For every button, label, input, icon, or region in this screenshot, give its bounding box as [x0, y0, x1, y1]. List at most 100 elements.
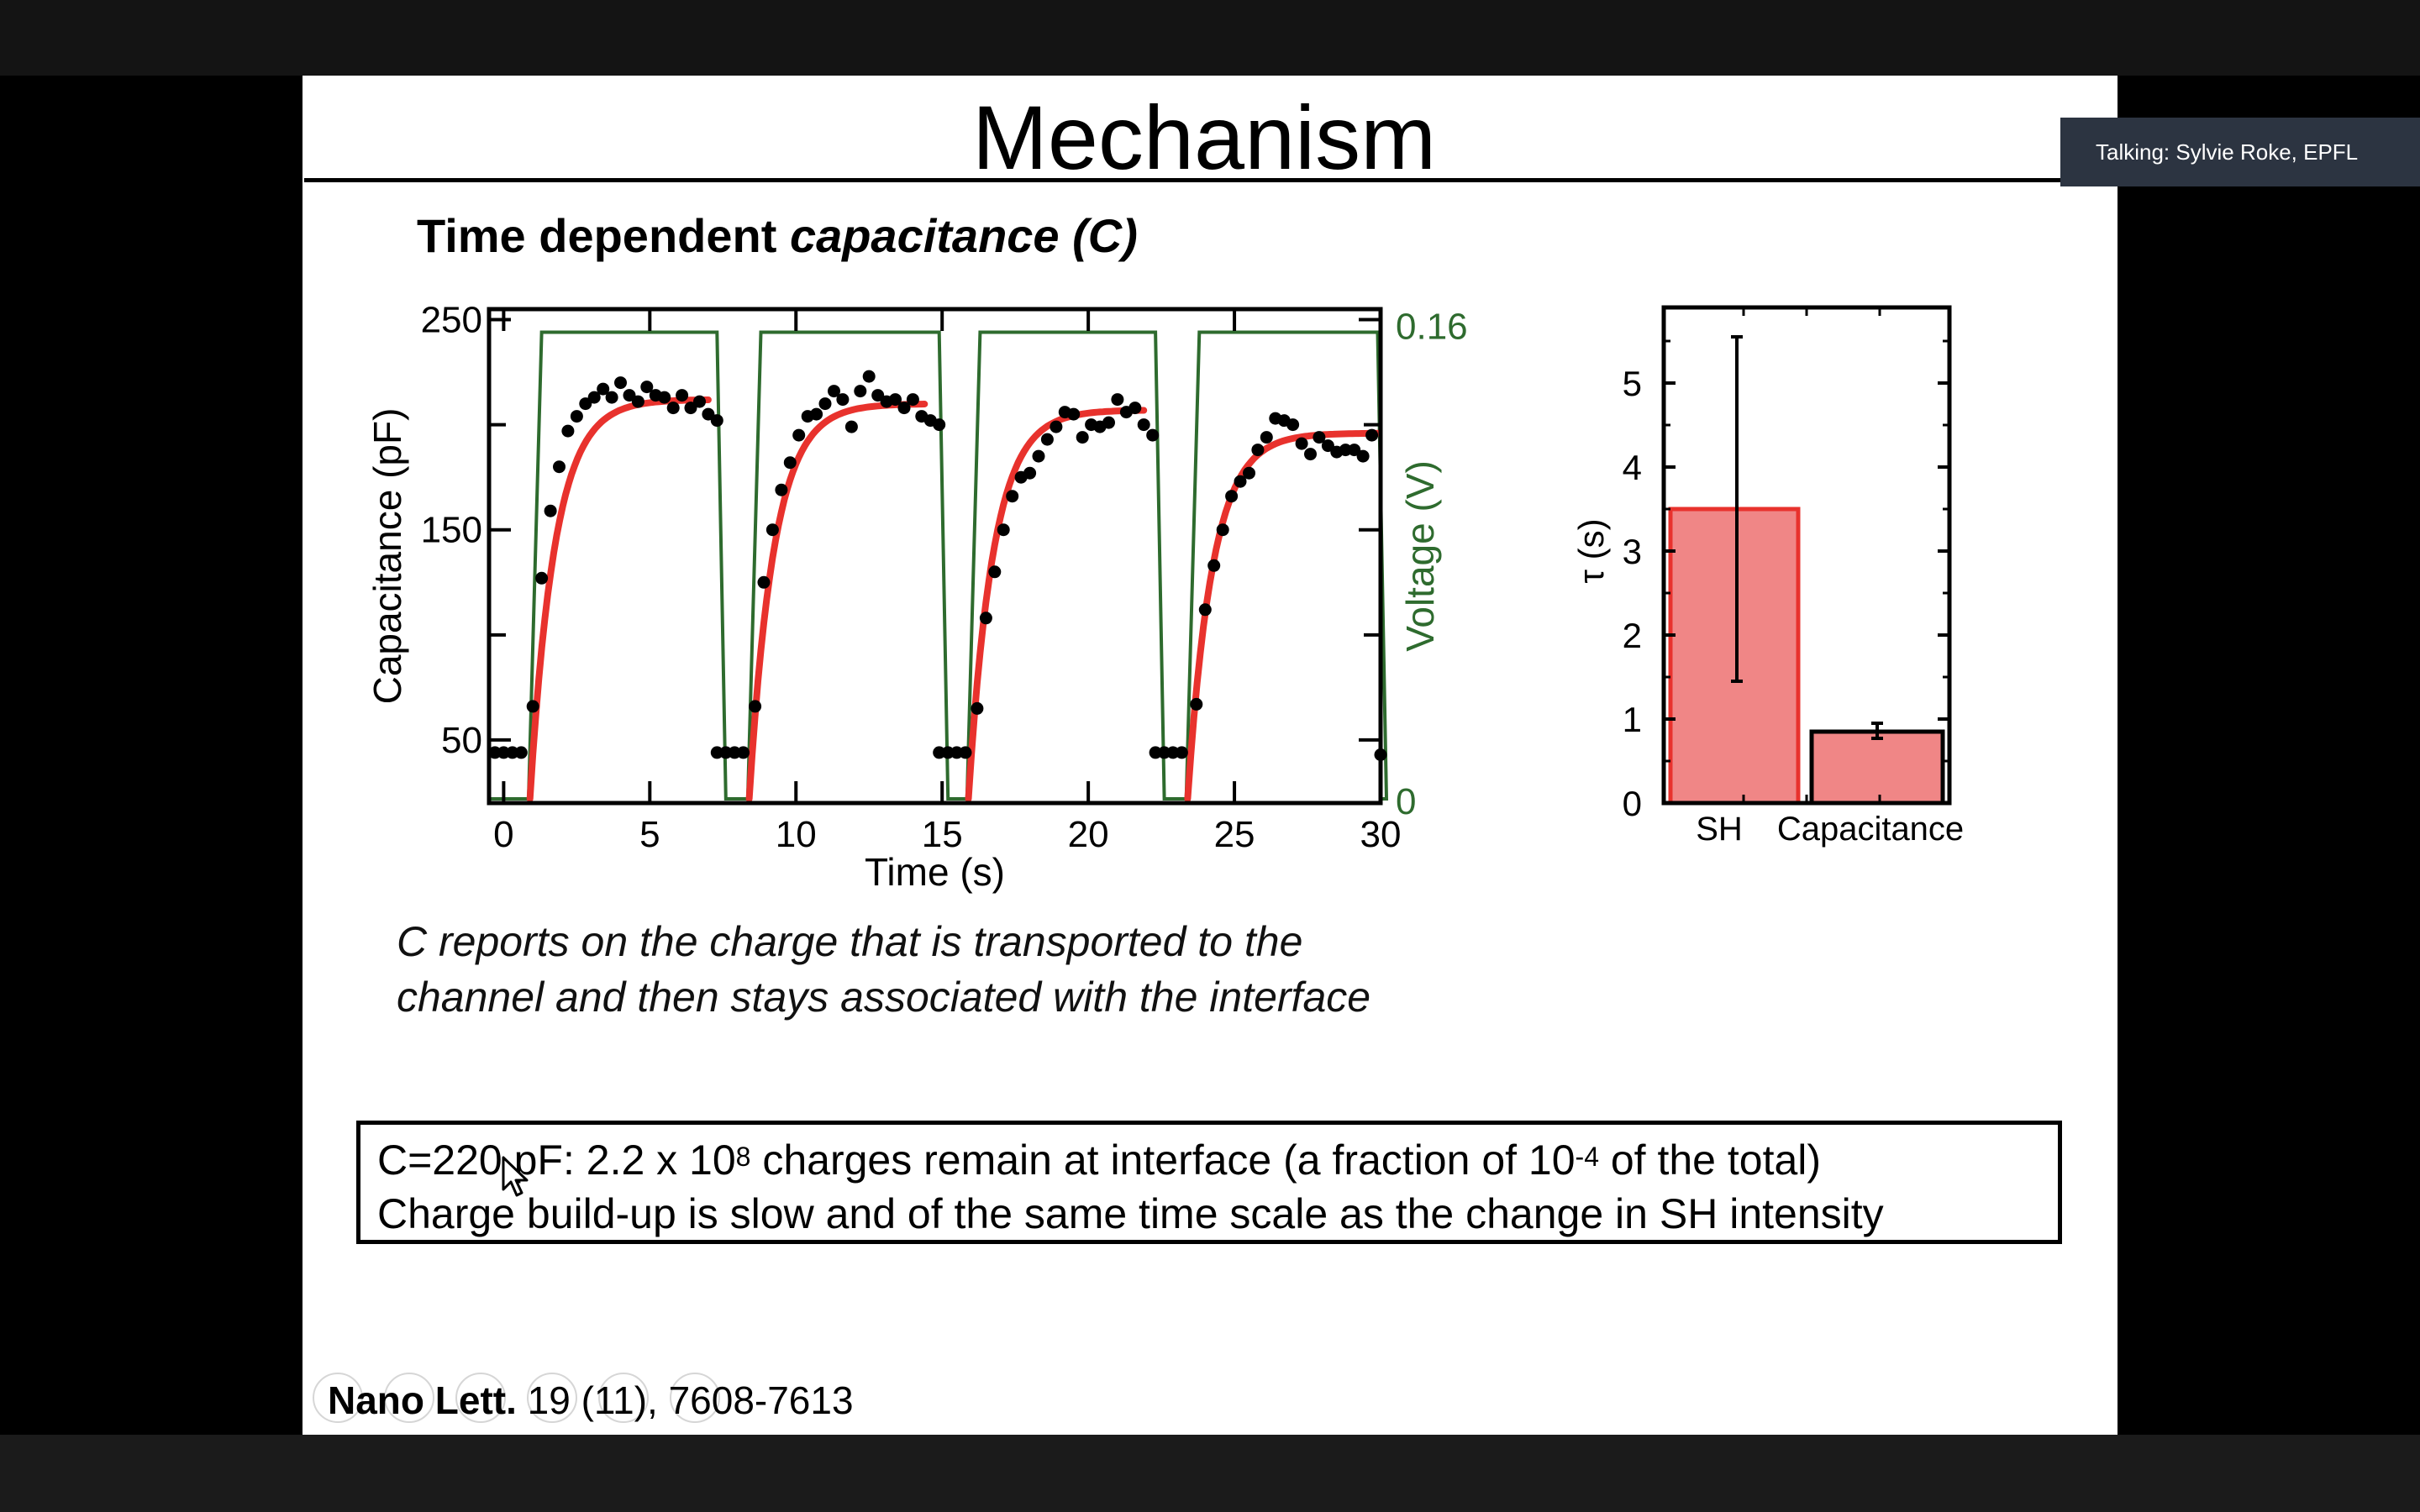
data-point [693, 395, 706, 408]
data-point [775, 483, 788, 496]
data-point [506, 746, 519, 759]
data-point [941, 746, 955, 759]
data-point [666, 402, 680, 415]
data-point [1243, 466, 1255, 480]
data-point [1102, 416, 1115, 429]
y-tick-label: 50 [441, 720, 482, 761]
y-axis-label: Capacitance (pF) [366, 408, 409, 705]
data-point [1190, 697, 1203, 711]
data-point [1111, 393, 1124, 407]
speaker-indicator: Talking: Sylvie Roke, EPFL [2060, 118, 2420, 186]
capacitance-chart: 0 5 10 15 20 25 30 50 150 250 0 0.16 Time (s) Capacit… [366, 300, 1468, 894]
nav-circle[interactable] [384, 1373, 434, 1423]
data-point [1365, 428, 1379, 442]
fit-curve-4 [1184, 429, 1381, 802]
subtitle-italic: capacitance (C) [789, 209, 1138, 262]
data-point [1032, 449, 1045, 463]
x-tick-label: 20 [1068, 814, 1109, 855]
data-point [684, 402, 697, 415]
data-point [844, 420, 858, 433]
y-tick-label: 0 [1623, 784, 1642, 823]
data-point [1321, 439, 1334, 453]
summary-text-a: C=220 pF: 2.2 x 10 [377, 1137, 736, 1184]
data-point [979, 612, 992, 625]
slide-subtitle: Time dependent capacitance (C) [417, 208, 1138, 263]
y-tick-label: 1 [1623, 700, 1642, 739]
data-point [933, 746, 946, 759]
nav-circle[interactable] [670, 1373, 720, 1423]
data-point [836, 393, 850, 407]
data-point [1175, 746, 1188, 759]
data-point [1067, 407, 1081, 421]
x-tick-label: 30 [1360, 814, 1402, 855]
bottom-bar [0, 1435, 2420, 1512]
data-point [488, 746, 502, 759]
citation-details: 19 (11), 7608-7613 [516, 1378, 854, 1422]
data-point [1023, 466, 1037, 480]
data-point [889, 393, 902, 407]
nav-circle[interactable] [598, 1373, 649, 1423]
top-bar [0, 0, 2420, 76]
x-tick-label: 15 [922, 814, 963, 855]
data-point [570, 410, 583, 423]
y-tick-label: 2 [1623, 616, 1642, 655]
exponent-2: -4 [1575, 1142, 1599, 1172]
data-point [719, 746, 733, 759]
caption-line-2: channel and then stays associated with t… [397, 974, 1371, 1021]
data-point [1356, 449, 1370, 463]
y2-axis-label: Voltage (V) [1398, 460, 1442, 652]
data-point [757, 575, 771, 589]
data-point [749, 700, 762, 713]
x-tick-label: 0 [493, 814, 513, 855]
y-axis-label: τ (s) [1571, 518, 1611, 583]
data-point [1339, 444, 1352, 457]
exponent-1: 8 [735, 1142, 751, 1172]
data-point [1216, 523, 1229, 537]
tau-bar-chart: SH Capacitance 0 1 2 3 4 5 τ (s) [1571, 305, 1964, 848]
presentation-slide: Mechanism Time dependent capacitance (C)… [302, 76, 2118, 1435]
data-point [587, 391, 601, 404]
voltage-trace [489, 330, 1389, 801]
caption-line-1: C reports on the charge that is transpor… [397, 918, 1303, 965]
citation: Nano Lett. 19 (11), 7608-7613 [328, 1378, 854, 1423]
data-point [1040, 433, 1054, 446]
summary-line-2: Charge build-up is slow and of the same … [377, 1190, 1884, 1237]
data-point [497, 746, 510, 759]
subtitle-plain: Time dependent [417, 209, 790, 262]
data-point [1295, 437, 1308, 450]
data-point [862, 370, 876, 383]
nav-circle[interactable] [527, 1373, 577, 1423]
y-tick-label: 250 [421, 300, 482, 341]
x-axis-label: Time (s) [865, 850, 1005, 894]
nav-circle[interactable] [313, 1373, 363, 1423]
citation-journal: Nano Lett. [328, 1378, 517, 1422]
data-point [1198, 603, 1212, 617]
mouse-pointer-icon [502, 1156, 529, 1197]
y-tick-label: 150 [421, 510, 482, 551]
bar-sh [1668, 507, 1801, 806]
data-point [1286, 418, 1300, 432]
data-point [605, 391, 618, 404]
data-point [676, 389, 689, 402]
data-point [971, 701, 984, 715]
data-point [871, 389, 885, 402]
slide-title: Mechanism [971, 87, 1437, 188]
x-tick-label: 10 [776, 814, 817, 855]
caption-note: C reports on the charge that is transpor… [397, 914, 1573, 1025]
data-point [792, 428, 806, 442]
data-point [526, 700, 539, 713]
slide-nav-controls [313, 1373, 741, 1426]
nav-circle[interactable] [455, 1373, 506, 1423]
data-point [1006, 490, 1019, 503]
data-point [1137, 418, 1150, 432]
data-point [783, 456, 797, 470]
data-point [1076, 431, 1089, 444]
data-point [1146, 428, 1160, 442]
data-point [737, 746, 750, 759]
data-point [810, 407, 823, 421]
bar-capacitance [1809, 729, 1945, 806]
data-point [1207, 559, 1221, 572]
data-point [1251, 444, 1265, 457]
category-label: Capacitance [1777, 811, 1964, 848]
plot-frame [487, 307, 1383, 806]
